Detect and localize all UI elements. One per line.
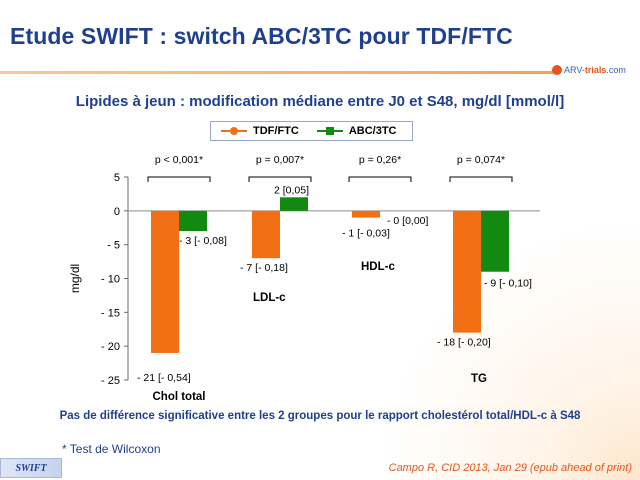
y-tick-label: 0 — [114, 206, 120, 218]
bar-abc-3tc — [280, 197, 308, 211]
slide-title: Etude SWIFT : switch ABC/3TC pour TDF/FT… — [10, 23, 513, 49]
chart-legend: TDF/FTC ABC/3TC — [210, 121, 413, 141]
category-label: Chol total — [152, 391, 205, 403]
legend-item-tdf-ftc: TDF/FTC — [221, 125, 299, 137]
bar-tdf-ftc — [252, 210, 280, 259]
citation: Campo R, CID 2013, Jan 29 (epub ahead of… — [388, 462, 632, 474]
legend-item-abc-3tc: ABC/3TC — [316, 125, 397, 137]
title-underline — [0, 71, 555, 74]
y-tick-label: - 5 — [107, 240, 120, 252]
y-tick-label: - 10 — [101, 274, 120, 286]
category-label: HDL-c — [361, 261, 395, 273]
y-axis-label: mg/dl — [68, 264, 82, 293]
value-label: - 21 [- 0,54] — [137, 372, 191, 384]
legend-swatch-abc-3tc — [316, 126, 343, 136]
bar-abc-3tc — [179, 210, 207, 232]
value-label: 2 [0,05] — [274, 184, 309, 196]
value-label: - 18 [- 0,20] — [437, 337, 491, 349]
bar-chart: 5 0 - 5 - 10 - 15 - 20 - 25 mg/dl - 21 [- 0,54] -… — [68, 154, 540, 403]
logo-mark-icon — [552, 65, 562, 75]
footnote-ratio: Pas de différence significative entre le… — [59, 410, 581, 422]
value-label: - 3 [- 0,08] — [179, 235, 227, 247]
legend-label-abc-3tc: ABC/3TC — [348, 125, 397, 137]
legend-swatch-tdf-ftc — [221, 126, 247, 136]
category-label: LDL-c — [253, 292, 286, 304]
arv-trials-logo: ARV-trials.com — [552, 63, 638, 77]
y-tick-label: - 25 — [101, 375, 120, 387]
category-label: TG — [471, 373, 487, 385]
footnote-wilcoxon: * Test de Wilcoxon — [62, 442, 161, 456]
legend-label-tdf-ftc: TDF/FTC — [253, 125, 299, 137]
logo-text: ARV-trials.com — [564, 65, 626, 75]
y-tick-label: - 20 — [101, 341, 120, 353]
p-value-bracket — [248, 176, 312, 182]
bar-tdf-ftc — [453, 210, 481, 333]
bar-abc-3tc — [481, 210, 509, 272]
study-tag: SWIFT — [0, 458, 62, 478]
p-value-label: p = 0,007* — [256, 154, 304, 166]
value-label: - 9 [- 0,10] — [484, 278, 532, 290]
p-value-bracket — [348, 176, 412, 182]
p-value-label: p = 0,26* — [359, 154, 401, 166]
y-tick-label: - 15 — [101, 307, 120, 319]
p-value-bracket — [147, 176, 211, 182]
y-tick-label: 5 — [114, 172, 120, 184]
chart-title: Lipides à jeun : modification médiane en… — [75, 93, 565, 110]
value-label: - 1 [- 0,03] — [342, 228, 390, 240]
value-label: - 7 [- 0,18] — [240, 262, 288, 274]
p-value-label: p = 0,074* — [457, 154, 505, 166]
bar-tdf-ftc — [352, 210, 380, 218]
value-label: - 0 [0,00] — [387, 215, 429, 227]
p-value-label: p < 0,001* — [155, 154, 203, 166]
bar-tdf-ftc — [151, 210, 179, 353]
p-value-bracket — [449, 176, 513, 182]
